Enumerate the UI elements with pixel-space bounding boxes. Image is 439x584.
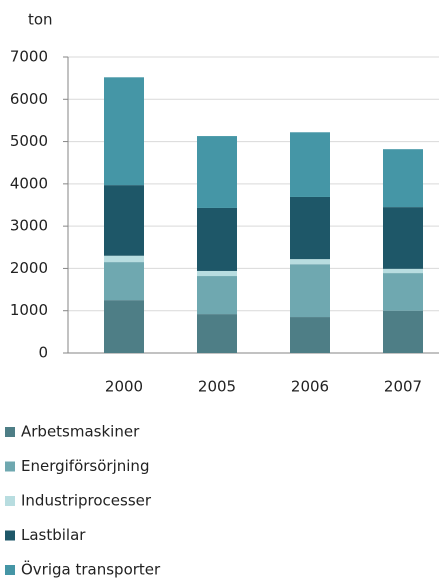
bar-segment (290, 259, 330, 265)
legend-swatch (5, 496, 15, 506)
y-tick-label: 1000 (10, 301, 48, 319)
bar-segment (383, 149, 423, 208)
y-tick-label: 3000 (10, 217, 48, 235)
legend-swatch (5, 427, 15, 437)
x-tick-label: 2007 (384, 378, 422, 396)
bar-segment (104, 300, 144, 353)
y-tick-label: 6000 (10, 90, 48, 108)
bar-segment (104, 77, 144, 186)
x-tick-label: 2000 (105, 378, 143, 396)
bar-segment (104, 185, 144, 256)
y-tick-label: 2000 (10, 259, 48, 277)
legend-label: Övriga transporter (21, 560, 161, 579)
bar-segment (290, 317, 330, 353)
bar-segment (383, 207, 423, 269)
bar-segment (383, 310, 423, 353)
y-unit: ton (28, 11, 53, 29)
bar-segment (197, 207, 237, 271)
bar-segment (197, 314, 237, 353)
legend-label: Lastbilar (21, 526, 86, 544)
y-tick-label: 0 (38, 344, 48, 362)
bar-segment (290, 264, 330, 318)
bar-segment (290, 196, 330, 260)
legend-swatch (5, 565, 15, 575)
bar-segment (383, 273, 423, 311)
y-tick-label: 7000 (10, 48, 48, 66)
y-tick-label: 5000 (10, 132, 48, 150)
legend-label: Arbetsmaskiner (21, 423, 140, 441)
legend-label: Industriprocesser (21, 492, 152, 510)
bar-segment (383, 268, 423, 274)
bar-segment (104, 262, 144, 301)
legend-label: Energiförsörjning (21, 457, 149, 475)
x-tick-label: 2005 (198, 378, 236, 396)
x-tick-label: 2006 (291, 378, 329, 396)
bar-segment (104, 255, 144, 263)
legend-swatch (5, 530, 15, 541)
bar-segment (197, 276, 237, 315)
bar-segment (197, 136, 237, 208)
legend-swatch (5, 461, 15, 472)
bar-segment (197, 270, 237, 277)
bar-segment (290, 132, 330, 197)
y-tick-label: 4000 (10, 174, 48, 192)
